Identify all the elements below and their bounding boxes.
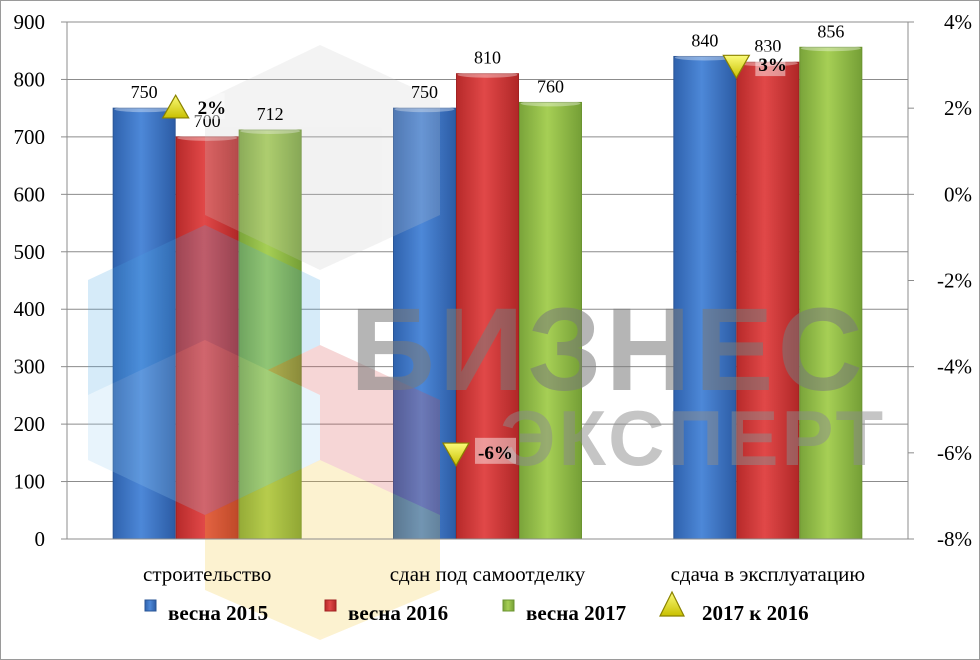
bar: [673, 55, 737, 540]
bar-value-label: 856: [817, 21, 844, 41]
bar-highlight: [674, 54, 735, 61]
watermark-line2: ЭКСПЕРТ: [500, 394, 886, 482]
legend-swatch: [144, 599, 157, 612]
bar: [799, 46, 863, 540]
right-tick-label: 4%: [944, 10, 972, 34]
percent-marker: [161, 93, 190, 119]
category-label: сдан под самоотделку: [390, 562, 586, 586]
bar: [519, 101, 582, 540]
left-tick-label: 400: [14, 297, 46, 321]
legend-label: 2017 к 2016: [702, 601, 809, 625]
bar-highlight: [240, 127, 301, 134]
percent-marker: [441, 442, 471, 468]
left-tick-label: 200: [14, 412, 46, 436]
legend-label: весна 2015: [168, 601, 268, 625]
percent-label-bg: [194, 93, 225, 120]
right-tick-label: -8%: [937, 527, 972, 551]
percent-label: -6%: [478, 443, 513, 464]
percent-label-bg: [475, 437, 516, 464]
bar-value-label: 750: [131, 82, 158, 102]
bar-highlight: [800, 45, 861, 52]
bar-value-label: 830: [754, 36, 781, 56]
category-label: строительство: [143, 562, 271, 586]
legend-swatch: [324, 599, 337, 612]
bar-highlight: [114, 106, 175, 113]
legend-label: весна 2017: [526, 601, 626, 625]
legend-swatch: [502, 599, 515, 612]
bar-highlight: [177, 134, 238, 141]
axes-layer: 0 100 200 300 400 500 600 700 800 900 -8% -6% -4% -2%…: [14, 10, 973, 586]
percent-label: 2%: [198, 98, 227, 119]
left-tick-label: 600: [14, 182, 46, 206]
right-tick-label: 2%: [944, 96, 972, 120]
watermark-text: БИЗНЕС ЭКСПЕРТ: [350, 284, 886, 482]
right-tick-label: -4%: [937, 355, 972, 379]
left-tick-label: 100: [14, 470, 46, 494]
bar: [456, 73, 519, 540]
bar-highlight: [457, 71, 518, 78]
bar-value-label: 700: [194, 111, 221, 131]
percent-marker: [722, 54, 751, 80]
watermark-line1: БИЗНЕС: [350, 284, 867, 416]
legend-label: весна 2016: [348, 601, 448, 625]
left-tick-label: 300: [14, 355, 46, 379]
right-tick-label: -2%: [937, 269, 972, 293]
legend-marker: [659, 590, 685, 617]
bar-highlight: [737, 60, 798, 67]
left-tick-label: 900: [14, 10, 46, 34]
bar-highlight: [520, 100, 581, 107]
percent-markers-layer: 2% -6% 3%: [161, 50, 787, 468]
bar-value-label: 712: [257, 104, 284, 124]
bar-value-label: 810: [474, 48, 501, 68]
bar-value-label: 840: [691, 30, 718, 50]
left-tick-label: 800: [14, 67, 46, 91]
right-tick-label: -6%: [937, 441, 972, 465]
left-tick-label: 700: [14, 125, 46, 149]
percent-label-bg: [755, 50, 786, 77]
bar-value-label: 750: [411, 82, 438, 102]
bar-highlight: [394, 106, 455, 113]
legend: весна 2015 весна 2016 весна 2017 2017 к 201…: [144, 590, 809, 625]
bar: [736, 61, 800, 540]
data-labels-layer: 750 700 712 750 810 760 840 830 856: [131, 21, 845, 131]
watermark-logo-graphic: [88, 45, 440, 640]
right-tick-label: 0%: [944, 182, 972, 206]
percent-label: 3%: [758, 55, 787, 76]
category-label: сдача в эксплуатацию: [671, 562, 865, 586]
left-tick-label: 0: [35, 527, 46, 551]
left-tick-label: 500: [14, 240, 46, 264]
bar-value-label: 760: [537, 76, 564, 96]
bars-layer: [112, 45, 863, 540]
bar: [112, 107, 176, 540]
